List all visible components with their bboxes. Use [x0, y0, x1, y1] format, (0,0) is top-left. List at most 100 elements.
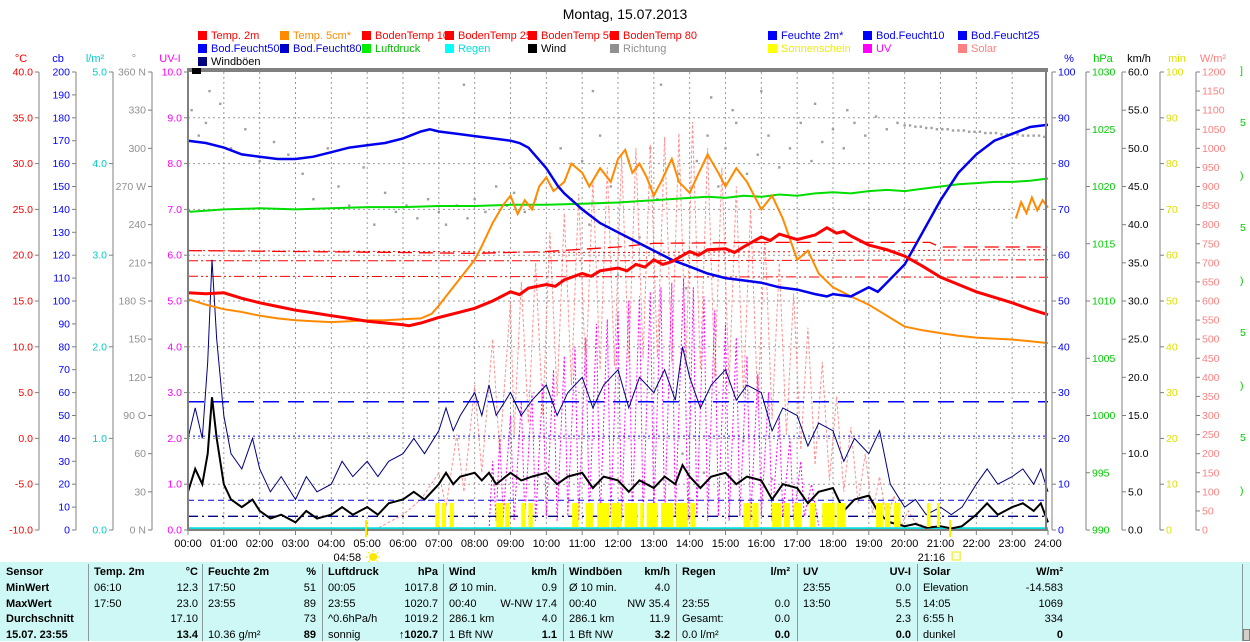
legend-label: BodenTemp 10 — [375, 30, 449, 42]
axis-tick-label: 9.0 — [167, 112, 182, 124]
axis-tick-label: 50 — [1166, 296, 1178, 308]
axis-UVI: UV-I 0.0 1.0 2.0 3.0 4.0 5.0 6.0 7.0 8.0 9.0 10.0 — [159, 53, 189, 537]
axis-tick-label: 100 — [52, 296, 70, 308]
axis-tick-label: 900 — [1202, 181, 1220, 193]
axis-tick-label: 3.0 — [167, 387, 182, 399]
axis-tick-label: 10 — [1058, 479, 1070, 491]
resize-grip[interactable] — [1243, 629, 1250, 641]
table-column-divider — [443, 564, 444, 641]
plot-top-left-marker — [192, 68, 201, 74]
axis-tick-label: 15.0 — [13, 296, 34, 308]
table-cell: NW 35.4 — [627, 598, 670, 610]
weather-chart: °C -10.0 -5.0 0.0 5.0 10.0 15.0 20.0 25.0 30.0 35.… — [9, 53, 1246, 564]
legend-item-sonnenschein: Sonnenschein — [768, 43, 851, 55]
axis-tick-label: 10 — [1166, 479, 1178, 491]
legend-label: Solar — [971, 43, 997, 55]
clipped-axis-fragments: ] 5) 5) 5) 5) — [1240, 65, 1246, 497]
legend-swatch-uv — [863, 44, 872, 53]
table-cell: 23:55 — [803, 582, 831, 594]
axis-tick-label: 5.0 — [1128, 486, 1143, 498]
axis-tick-label: 55.0 — [1128, 105, 1149, 117]
sunset-time: 21:16 — [918, 552, 946, 562]
axis-tick-label: 140 — [52, 204, 70, 216]
axis-tick-label: 90 — [1058, 112, 1070, 124]
x-tick-label: 17:00 — [783, 538, 811, 550]
svg-text:5: 5 — [1240, 222, 1246, 234]
svg-text:5: 5 — [1240, 327, 1246, 339]
axis-hPa: hPa 990 995 1000 1005 1010 1015 1020 1025 1030 — [1085, 53, 1116, 537]
table-column-divider — [917, 564, 918, 641]
axis-unit-label: °C — [15, 53, 27, 65]
axis-tick-label: 40 — [1166, 341, 1178, 353]
table-cell: 4.0 — [541, 613, 557, 625]
table-cell: 1019.2 — [404, 613, 438, 625]
axis-tick-label: 1.0 — [92, 433, 107, 445]
axis-tick-label: 1020 — [1092, 181, 1116, 193]
sunrise-icon — [366, 550, 381, 564]
series-bodentemp-25 — [188, 249, 1048, 254]
axis-tick-label: 40 — [1058, 341, 1070, 353]
axis-tick-label: 45.0 — [1128, 181, 1149, 193]
axis-tick-label: 100 — [1202, 486, 1220, 498]
chart-area: °C -10.0 -5.0 0.0 5.0 10.0 15.0 20.0 25.0 30.0 35.… — [9, 53, 1246, 564]
axis-tick-label: 1005 — [1092, 353, 1116, 365]
axis-tick-label: 210 — [128, 257, 146, 269]
axis-tick-label: 80 — [1058, 158, 1070, 170]
sunshine-blocks — [435, 503, 940, 527]
x-tick-label: 21:00 — [927, 538, 955, 550]
x-tick-label: 23:00 — [998, 538, 1026, 550]
axis-tick-label: 5.0 — [18, 387, 33, 399]
axis-tick-label: 350 — [1202, 391, 1220, 403]
legend-item-uv: UV — [863, 43, 891, 55]
table-column-divider — [322, 564, 323, 641]
axis-tick-label: 30 — [134, 486, 146, 498]
series-temp-5cm-tail — [1014, 194, 1049, 219]
axis-tick-label: 20 — [58, 479, 70, 491]
axis-tick-label: 0 — [1058, 525, 1064, 537]
table-cell: W/m² — [1036, 566, 1063, 578]
table-cell: 1017.8 — [404, 582, 438, 594]
sun-events: 04:58 21:16 — [334, 520, 961, 564]
axis-tick-label: 0 — [64, 525, 70, 537]
legend-item-temp-2m: Temp. 2m — [198, 30, 259, 42]
table-cell: 286.1 km — [569, 613, 615, 625]
axis-tick-label: 70 — [1166, 204, 1178, 216]
table-cell: Ø 10 min. — [449, 582, 497, 594]
axis-min: min 0 10 20 30 40 50 60 70 80 90 100 — [1159, 53, 1186, 537]
table-cell: dunkel — [923, 629, 956, 641]
legend-item-bodentemp-25: BodenTemp 25 — [445, 30, 532, 42]
table-cell: 23:55 — [682, 598, 710, 610]
axis-tick-label: 50.0 — [1128, 143, 1149, 155]
svg-text:): ) — [1240, 170, 1244, 182]
table-cell: 15.07. 23:55 — [6, 629, 68, 641]
axis-tick-label: 35.0 — [1128, 257, 1149, 269]
table-cell: Windböen — [569, 566, 623, 578]
table-cell: 0.0 — [774, 613, 790, 625]
axis-tick-label: 35.0 — [13, 112, 34, 124]
x-tick-label: 19:00 — [855, 538, 883, 550]
x-tick-label: 04:00 — [318, 538, 346, 550]
table-cell: 06:10 — [94, 582, 122, 594]
legend-label: Regen — [458, 43, 491, 55]
axis-tick-label: 950 — [1202, 162, 1220, 174]
table-cell: 10.36 g/m² — [208, 629, 261, 641]
axis-tick-label: 170 — [52, 135, 70, 147]
axis-tick-label: 3.0 — [92, 250, 107, 262]
legend-label: Bod.Feucht50 — [211, 43, 280, 55]
legend-label: BodenTemp 80 — [623, 30, 697, 42]
legend-swatch-bodentemp-50 — [528, 31, 537, 40]
table-cell: °C — [185, 566, 198, 578]
axis-tick-label: 25.0 — [13, 204, 34, 216]
axis-tick-label: 1200 — [1202, 67, 1226, 79]
table-cell: ^0.6hPa/h — [328, 613, 378, 625]
series-feuchte-2m — [188, 123, 1049, 298]
axis-tick-label: 10.0 — [13, 341, 34, 353]
grid — [188, 72, 1048, 530]
legend-label: Luftdruck — [375, 43, 421, 55]
axis-tick-label: 700 — [1202, 257, 1220, 269]
table-cell: % — [306, 566, 316, 578]
axis-tick-label: 240 — [128, 219, 146, 231]
table-cell: Durchschnitt — [6, 613, 74, 625]
axis-tick-label: 40 — [58, 433, 70, 445]
